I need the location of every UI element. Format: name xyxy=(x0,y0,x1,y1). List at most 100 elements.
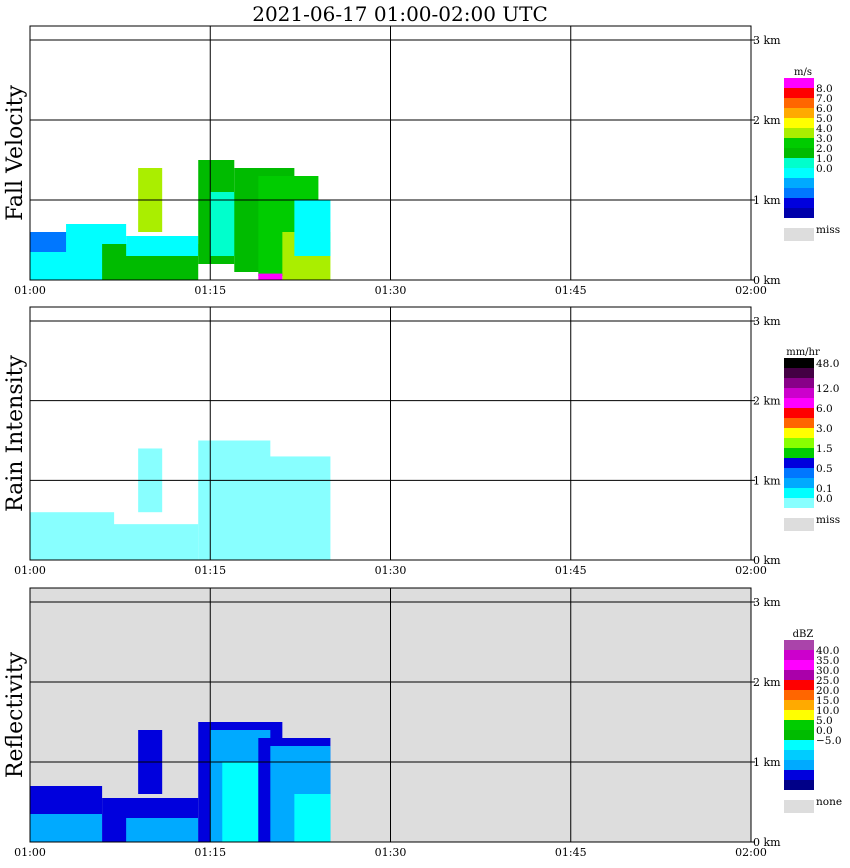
legend-swatch xyxy=(784,448,814,458)
x-tick-label: 01:30 xyxy=(375,284,407,297)
echo-cell xyxy=(126,236,199,256)
y-tick-label: 2 km xyxy=(753,676,781,689)
legend-swatch xyxy=(784,168,814,178)
legend-label: 25.0 xyxy=(816,675,839,687)
legend-label: 12.0 xyxy=(816,383,839,395)
echo-cell xyxy=(30,814,103,842)
x-tick-label: 01:15 xyxy=(194,564,226,577)
echo-cell xyxy=(258,456,331,560)
y-tick-label: 3 km xyxy=(753,34,781,47)
legend-label: 2.0 xyxy=(816,143,833,155)
legend-label: 35.0 xyxy=(816,655,839,667)
plot-frame xyxy=(29,587,752,843)
x-tick-label: 01:00 xyxy=(14,564,46,577)
plot-frame xyxy=(29,306,752,561)
legend-missing-label: miss xyxy=(816,224,840,236)
legend-swatch xyxy=(784,640,814,650)
legend-missing-swatch xyxy=(784,800,814,813)
x-tick-label: 01:15 xyxy=(194,846,226,859)
x-tick-label: 01:45 xyxy=(555,846,587,859)
legend-swatch xyxy=(784,178,814,188)
x-tick-label: 01:45 xyxy=(555,564,587,577)
legend-label: 6.0 xyxy=(816,103,833,115)
echo-cell xyxy=(294,794,331,842)
legend-missing-label: none xyxy=(816,796,842,808)
legend-label: 5.0 xyxy=(816,715,833,727)
legend-swatch xyxy=(784,358,814,368)
plot-frame xyxy=(29,25,752,281)
legend-label: 15.0 xyxy=(816,695,839,707)
y-tick-label: 3 km xyxy=(753,596,781,609)
legend-swatch xyxy=(784,78,814,88)
legend-label: 0.1 xyxy=(816,483,833,495)
legend-swatch xyxy=(784,368,814,378)
legend-label: 3.0 xyxy=(816,423,833,435)
legend-label: 40.0 xyxy=(816,645,839,657)
echo-cell xyxy=(222,762,259,842)
legend-swatch xyxy=(784,418,814,428)
panel-label: Rain Intensity xyxy=(3,354,28,511)
legend-label: 1.0 xyxy=(816,153,833,165)
legend-swatch xyxy=(784,148,814,158)
legend-swatch xyxy=(784,458,814,468)
legend-swatch xyxy=(784,128,814,138)
y-tick-label: 2 km xyxy=(753,395,781,408)
legend-missing-swatch xyxy=(784,518,814,531)
legend-label: 4.0 xyxy=(816,123,833,135)
legend-label: 0.0 xyxy=(816,493,833,505)
legend-swatch xyxy=(784,138,814,148)
legend-swatch xyxy=(784,760,814,770)
legend-swatch xyxy=(784,108,814,118)
echo-cell xyxy=(294,200,331,256)
legend-swatch xyxy=(784,670,814,680)
legend-label: 8.0 xyxy=(816,83,833,95)
legend-label: 20.0 xyxy=(816,685,839,697)
legend-unit: dBZ xyxy=(793,629,814,640)
y-tick-label: 2 km xyxy=(753,114,781,127)
legend-label: 30.0 xyxy=(816,665,839,677)
y-tick-label: 1 km xyxy=(753,194,781,207)
legend-swatch xyxy=(784,198,814,208)
legend-swatch xyxy=(784,650,814,660)
legend-label: 7.0 xyxy=(816,93,833,105)
y-tick-label: 3 km xyxy=(753,315,781,328)
legend-swatch xyxy=(784,88,814,98)
echo-cell xyxy=(126,818,199,842)
legend-unit: mm/hr xyxy=(786,347,820,358)
legend-swatch xyxy=(784,428,814,438)
chart-title: 2021-06-17 01:00-02:00 UTC xyxy=(252,2,548,26)
legend-swatch xyxy=(784,498,814,508)
legend-swatch xyxy=(784,690,814,700)
legend-swatch xyxy=(784,158,814,168)
panel-label: Reflectivity xyxy=(3,651,28,778)
legend-swatch xyxy=(784,780,814,790)
y-tick-label: 1 km xyxy=(753,756,781,769)
panel-3: 0 km 1 km 2 km 3 km 01:00 01:15 01:30 01:45 02:0… xyxy=(3,587,842,859)
legend-unit: m/s xyxy=(794,67,812,78)
panel-1: 0 km 1 km 2 km 3 km 01:00 01:15 01:30 01:45 02:0… xyxy=(3,25,840,297)
x-tick-label: 02:00 xyxy=(735,284,767,297)
y-tick-label: 0 km xyxy=(753,836,781,849)
legend-swatch xyxy=(784,730,814,740)
x-tick-label: 02:00 xyxy=(735,846,767,859)
echo-cell xyxy=(30,512,115,560)
x-tick-label: 01:30 xyxy=(375,564,407,577)
legend-swatch xyxy=(784,468,814,478)
legend-label: 10.0 xyxy=(816,705,839,717)
legend-label: 1.5 xyxy=(816,443,833,455)
legend-swatch xyxy=(784,750,814,760)
legend-label: 6.0 xyxy=(816,403,833,415)
legend-label: 48.0 xyxy=(816,358,839,370)
legend-swatch xyxy=(784,208,814,218)
legend-swatch xyxy=(784,700,814,710)
legend-swatch xyxy=(784,770,814,780)
legend-swatch xyxy=(784,438,814,448)
legend-swatch xyxy=(784,488,814,498)
legend-swatch xyxy=(784,98,814,108)
legend-swatch xyxy=(784,408,814,418)
legend-swatch xyxy=(784,398,814,408)
x-tick-label: 02:00 xyxy=(735,564,767,577)
legend-label: 0.0 xyxy=(816,163,833,175)
legend-swatch xyxy=(784,680,814,690)
